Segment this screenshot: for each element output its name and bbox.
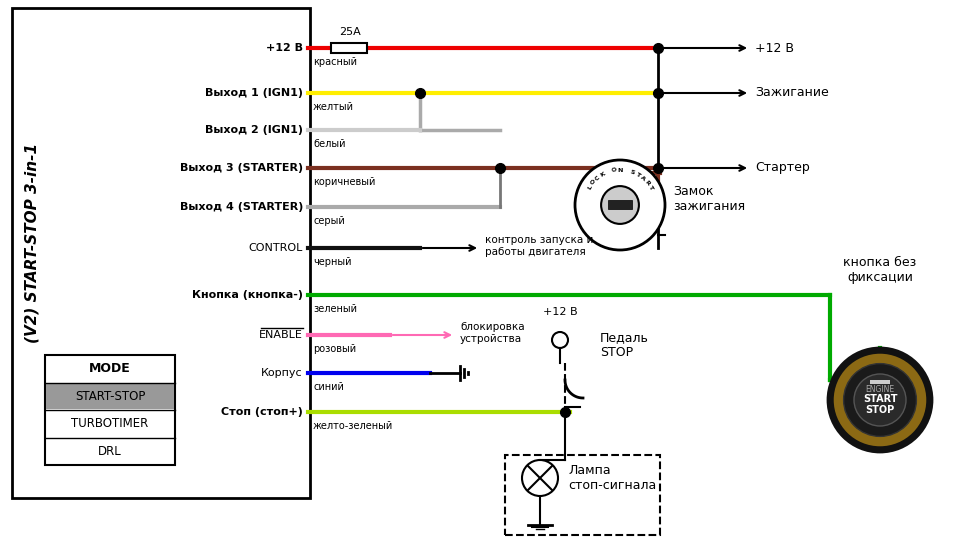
Text: Стартер: Стартер: [755, 161, 809, 174]
Text: A: A: [639, 175, 646, 181]
Bar: [46, 383, 174, 409]
Text: ENGINE: ENGINE: [865, 386, 895, 395]
Text: белый: белый: [313, 139, 346, 149]
Bar: [505, 455, 660, 535]
Text: T: T: [635, 172, 640, 178]
Bar: [331, 43, 367, 53]
Text: Зажигание: Зажигание: [755, 86, 828, 99]
Text: +12 В: +12 В: [266, 43, 303, 53]
Text: O: O: [589, 179, 597, 186]
Text: MODE: MODE: [89, 362, 131, 375]
Text: розовый: розовый: [313, 344, 356, 354]
Text: желто-зеленый: желто-зеленый: [313, 421, 394, 431]
Circle shape: [552, 332, 568, 348]
Circle shape: [575, 160, 665, 250]
Text: START: START: [863, 394, 898, 404]
Text: +12 B: +12 B: [542, 307, 577, 317]
Text: Выход 3 (STARTER): Выход 3 (STARTER): [180, 163, 303, 173]
Circle shape: [601, 186, 639, 224]
Circle shape: [522, 460, 558, 496]
Bar: [608, 200, 632, 209]
Text: синий: синий: [313, 382, 344, 392]
Text: S: S: [629, 169, 635, 176]
Text: 25A: 25A: [339, 27, 361, 37]
Text: TURBOTIMER: TURBOTIMER: [71, 417, 149, 430]
Text: L: L: [587, 185, 593, 191]
Text: N: N: [617, 167, 623, 172]
Text: черный: черный: [313, 257, 351, 267]
Text: Выход 2 (IGN1): Выход 2 (IGN1): [205, 125, 303, 135]
Text: +12 В: +12 В: [755, 42, 794, 55]
Text: серый: серый: [313, 216, 345, 226]
Text: кнопка без
фиксации: кнопка без фиксации: [844, 256, 917, 284]
Text: Корпус: Корпус: [261, 368, 303, 378]
Bar: [12, 8, 310, 498]
Text: DRL: DRL: [98, 445, 122, 458]
Text: Педаль
STOP: Педаль STOP: [600, 331, 649, 359]
Text: красный: красный: [313, 57, 357, 67]
Text: Выход 1 (IGN1): Выход 1 (IGN1): [205, 88, 303, 98]
Text: зеленый: зеленый: [313, 304, 357, 314]
Text: (V2) START-STOP 3-in-1: (V2) START-STOP 3-in-1: [25, 143, 39, 343]
Text: START-STOP: START-STOP: [75, 390, 145, 403]
Text: коричневый: коричневый: [313, 177, 375, 187]
Circle shape: [854, 374, 906, 426]
Text: контроль запуска и
работы двигателя: контроль запуска и работы двигателя: [485, 235, 593, 257]
Bar: [45, 355, 175, 465]
Circle shape: [828, 348, 932, 452]
Text: Лампа
стоп-сигнала: Лампа стоп-сигнала: [568, 464, 657, 492]
Text: T: T: [647, 185, 654, 191]
Text: Кнопка (кнопка-): Кнопка (кнопка-): [192, 290, 303, 300]
Text: C: C: [594, 175, 601, 181]
Text: CONTROL: CONTROL: [249, 243, 303, 253]
Text: ENABLE: ENABLE: [259, 330, 303, 340]
Text: O: O: [611, 167, 617, 173]
Bar: [870, 380, 890, 384]
Text: STOP: STOP: [865, 405, 895, 415]
Text: Стоп (стоп+): Стоп (стоп+): [221, 407, 303, 417]
Text: желтый: желтый: [313, 102, 354, 112]
Text: блокировка
устройства: блокировка устройства: [460, 322, 524, 344]
Text: Замок
зажигания: Замок зажигания: [673, 185, 745, 213]
Text: R: R: [643, 179, 650, 186]
Text: K: K: [599, 171, 606, 178]
Text: Выход 4 (STARTER): Выход 4 (STARTER): [180, 202, 303, 212]
Circle shape: [844, 363, 917, 436]
Circle shape: [836, 356, 924, 444]
